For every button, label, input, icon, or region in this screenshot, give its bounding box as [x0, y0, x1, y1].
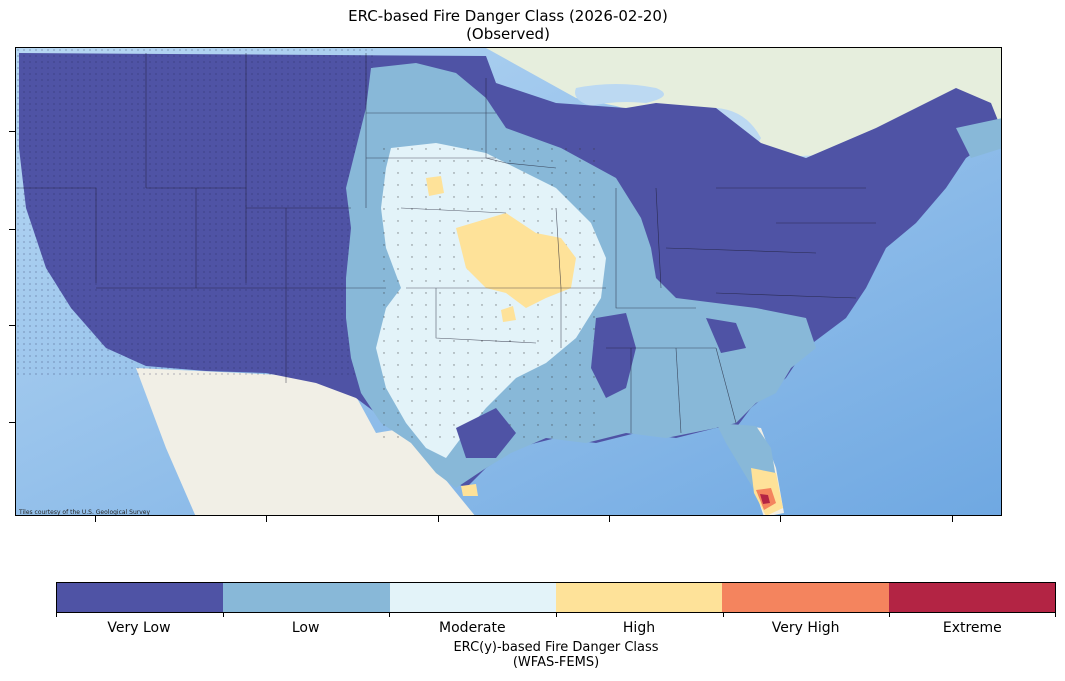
colorbar — [56, 582, 1056, 613]
very-low-patch-ms — [591, 313, 636, 398]
colorbar-title-line-2: (WFAS-FEMS) — [512, 655, 600, 670]
high-patch-nd — [426, 176, 444, 196]
colorbar-tick — [722, 613, 724, 617]
y-tick — [9, 131, 15, 132]
x-tick — [95, 516, 96, 522]
extreme-florida — [760, 494, 770, 504]
colorbar-tick — [222, 613, 224, 617]
x-tick — [780, 516, 781, 522]
colorbar-tick — [556, 613, 557, 617]
y-tick — [9, 422, 15, 423]
high-patch-texas — [461, 484, 478, 496]
mexico-land — [136, 368, 475, 515]
x-tick — [266, 516, 267, 522]
lake-superior — [575, 84, 664, 106]
y-tick — [9, 229, 15, 230]
colorbar-tick — [56, 613, 57, 617]
x-tick — [438, 516, 439, 522]
colorbar-segment — [57, 583, 224, 612]
state-boundaries — [16, 53, 876, 434]
colorbar-label: High — [622, 620, 656, 636]
colorbar-segment — [555, 583, 723, 612]
colorbar-label: Extreme — [942, 620, 1002, 636]
colorbar-label: Low — [291, 620, 320, 636]
x-tick — [609, 516, 610, 522]
title-line-2: (Observed) — [466, 25, 550, 43]
low-patch-northeast — [956, 118, 1001, 158]
y-tick — [9, 325, 15, 326]
very-low-patch-texas — [456, 408, 516, 458]
colorbar-segment — [223, 583, 390, 612]
map-title: ERC-based Fire Danger Class (2026-02-20)… — [0, 7, 1016, 43]
colorbar-label: Very Low — [107, 620, 171, 636]
moderate-stipple — [376, 148, 606, 448]
fire-danger-map[interactable]: Tiles courtesy of the U.S. Geological Su… — [15, 47, 1002, 516]
colorbar-title-line-1: ERC(y)-based Fire Danger Class — [453, 640, 659, 655]
x-tick — [952, 516, 953, 522]
colorbar-label: Very High — [771, 620, 840, 636]
high-patch-ne — [501, 306, 516, 322]
colorbar-label: Moderate — [439, 620, 506, 636]
very-low-patch-ga — [706, 318, 746, 353]
map-attribution: Tiles courtesy of the U.S. Geological Su… — [18, 509, 150, 516]
title-line-1: ERC-based Fire Danger Class (2026-02-20) — [348, 7, 668, 25]
colorbar-segment — [389, 583, 556, 612]
colorbar-tick — [889, 613, 891, 617]
colorbar-segment — [722, 583, 889, 612]
colorbar-segment — [888, 583, 1055, 612]
colorbar-tick — [1055, 613, 1056, 617]
colorbar-tick — [389, 613, 391, 617]
high-class-region — [456, 213, 576, 308]
colorbar-title: ERC(y)-based Fire Danger Class (WFAS-FEM… — [56, 640, 1056, 670]
map-canvas: Tiles courtesy of the U.S. Geological Su… — [16, 48, 1001, 516]
